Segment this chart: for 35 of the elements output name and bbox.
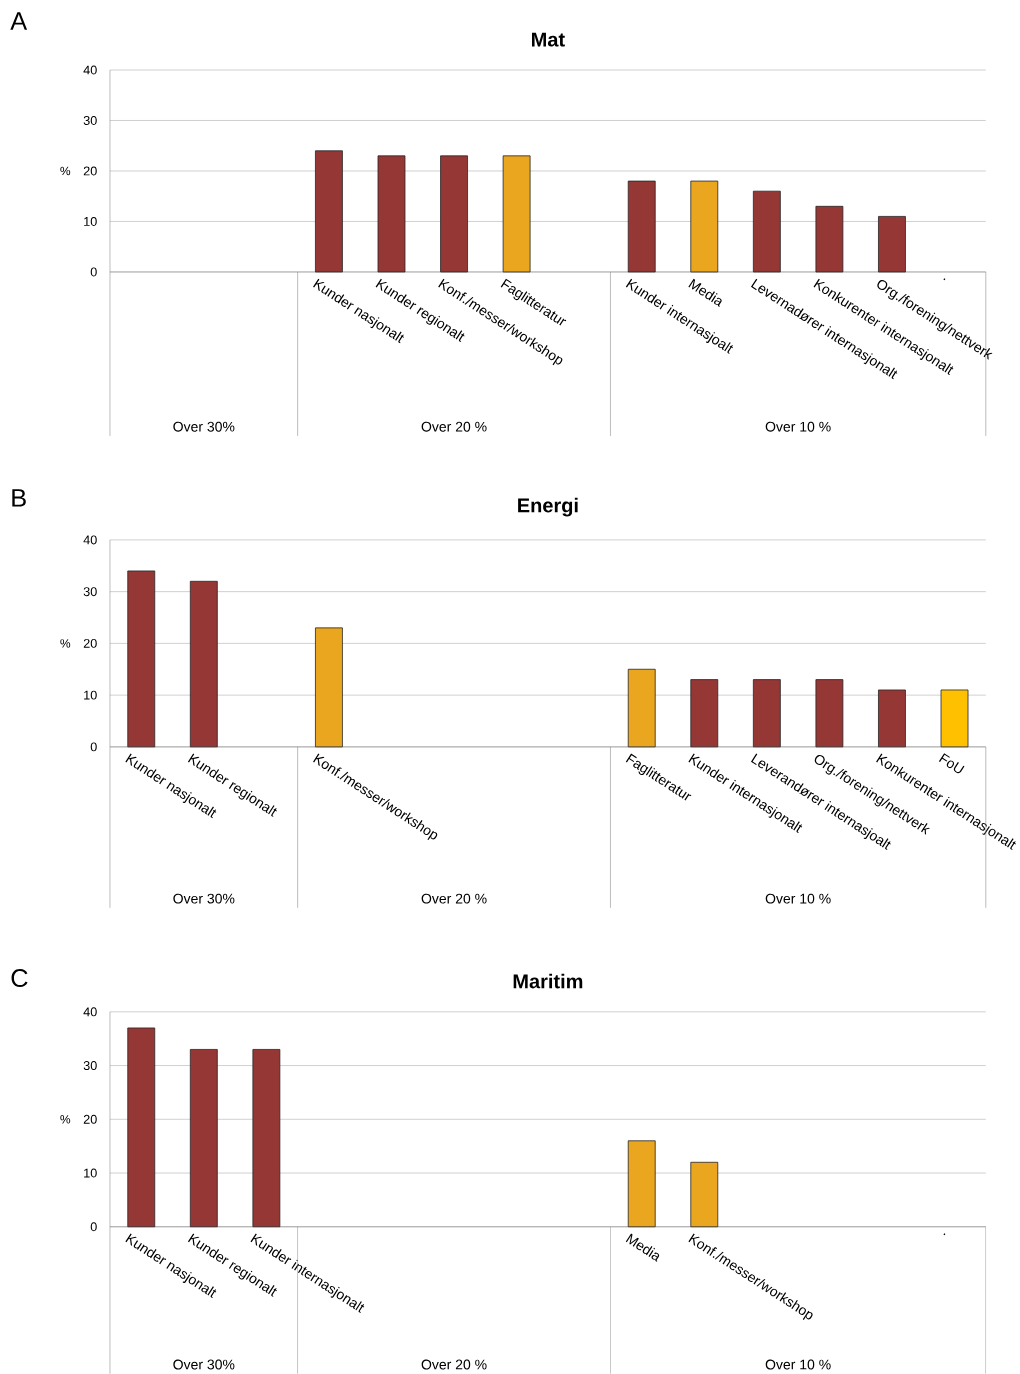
y-axis-title: %: [60, 1115, 71, 1124]
y-tick-label: 10: [84, 1168, 97, 1178]
y-tick-label: 40: [83, 535, 97, 545]
text: A: [10, 12, 28, 30]
y-tick-label: 0: [90, 267, 98, 277]
y-tick-label: 20: [84, 1114, 97, 1124]
y-axis-title: %: [60, 639, 71, 648]
text: Over 30%: [173, 1359, 235, 1370]
y-axis-title: %: [60, 166, 71, 176]
text: Over 20 %: [421, 1359, 487, 1370]
y-tick-label: 10: [84, 216, 97, 226]
text: Over 10 %: [765, 1359, 831, 1370]
text: Over 20 %: [421, 893, 487, 904]
text: Over 20 %: [421, 421, 487, 432]
chart-title: Maritim: [513, 973, 583, 989]
x-tick-label: .: [943, 1233, 946, 1236]
y-tick-label: 30: [83, 1061, 97, 1071]
y-tick-label: 20: [84, 638, 97, 648]
text: C: [11, 969, 28, 988]
chart-title: Energi: [518, 497, 578, 517]
y-tick-label: 20: [84, 166, 97, 176]
chart-title: Mat: [532, 32, 566, 47]
text: Over 10 %: [765, 421, 831, 432]
text: B: [12, 489, 27, 507]
y-tick-label: 40: [83, 1007, 97, 1017]
y-tick-label: 40: [83, 65, 97, 75]
text: Over 10 %: [765, 893, 831, 904]
y-tick-label: 10: [84, 690, 97, 700]
y-tick-label: 30: [83, 587, 97, 597]
text: Over 30%: [173, 421, 235, 432]
y-tick-label: 0: [90, 742, 98, 752]
x-tick-label: .: [943, 278, 946, 281]
y-tick-label: 30: [83, 116, 97, 125]
y-tick-label: 0: [90, 1222, 98, 1232]
text: Over 30%: [173, 893, 235, 904]
